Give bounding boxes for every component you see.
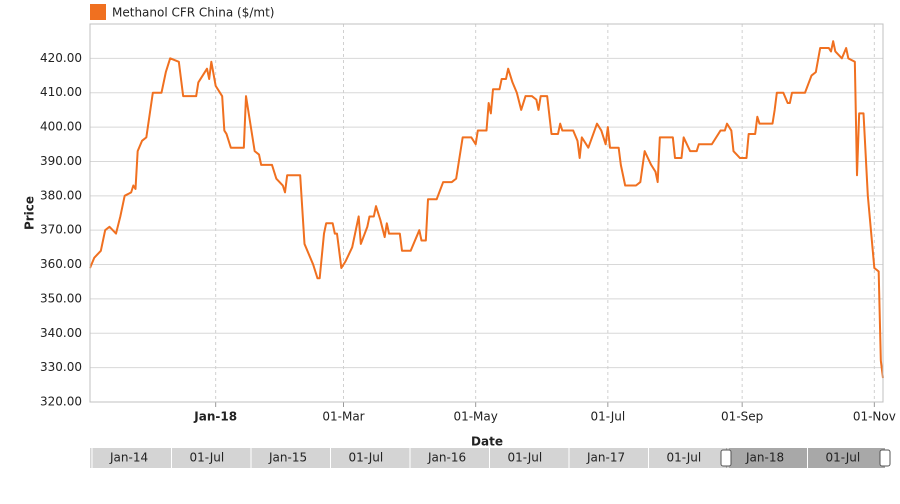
navigator-label: 01-Jul bbox=[190, 451, 225, 465]
x-tick-label: 01-Nov bbox=[853, 410, 896, 424]
y-tick-label: 340.00 bbox=[40, 326, 82, 340]
series-line bbox=[89, 40, 884, 379]
navigator-label: 01-Jul bbox=[667, 451, 702, 465]
navigator-selection[interactable] bbox=[726, 448, 885, 468]
y-tick-label: 420.00 bbox=[40, 51, 82, 65]
legend-label: Methanol CFR China ($/mt) bbox=[112, 6, 274, 20]
x-axis-title: Date bbox=[471, 435, 503, 449]
navigator-label: 01-Jul bbox=[826, 451, 861, 465]
navigator-label: Jan-16 bbox=[427, 451, 466, 465]
y-axis-title: Price bbox=[23, 196, 37, 230]
y-tick-label: 320.00 bbox=[40, 395, 82, 409]
navigator-label: Jan-14 bbox=[109, 451, 148, 465]
navigator-label: Jan-18 bbox=[745, 451, 784, 465]
y-tick-label: 380.00 bbox=[40, 188, 82, 202]
x-tick-label: Jan-18 bbox=[193, 410, 237, 424]
plot-frame bbox=[89, 23, 884, 403]
navigator-label: 01-Jul bbox=[508, 451, 543, 465]
navigator-label: 01-Jul bbox=[349, 451, 384, 465]
navigator-label: Jan-15 bbox=[268, 451, 307, 465]
y-tick-label: 410.00 bbox=[40, 85, 82, 99]
legend-swatch bbox=[90, 4, 106, 20]
y-tick-label: 400.00 bbox=[40, 120, 82, 134]
navigator-track bbox=[90, 448, 885, 468]
plot-frame bbox=[89, 23, 884, 403]
x-tick-label: 01-May bbox=[453, 410, 497, 424]
navigator-handle[interactable] bbox=[720, 449, 732, 467]
navigator-handle[interactable] bbox=[879, 449, 891, 467]
y-tick-label: 370.00 bbox=[40, 223, 82, 237]
x-tick-label: 01-Sep bbox=[721, 410, 763, 424]
y-tick-label: 330.00 bbox=[40, 360, 82, 374]
x-tick-label: 01-Mar bbox=[322, 410, 364, 424]
x-tick-label: 01-Jul bbox=[590, 410, 625, 424]
y-tick-label: 390.00 bbox=[40, 154, 82, 168]
y-tick-label: 360.00 bbox=[40, 257, 82, 271]
navigator-label: Jan-17 bbox=[586, 451, 625, 465]
y-tick-label: 350.00 bbox=[40, 291, 82, 305]
